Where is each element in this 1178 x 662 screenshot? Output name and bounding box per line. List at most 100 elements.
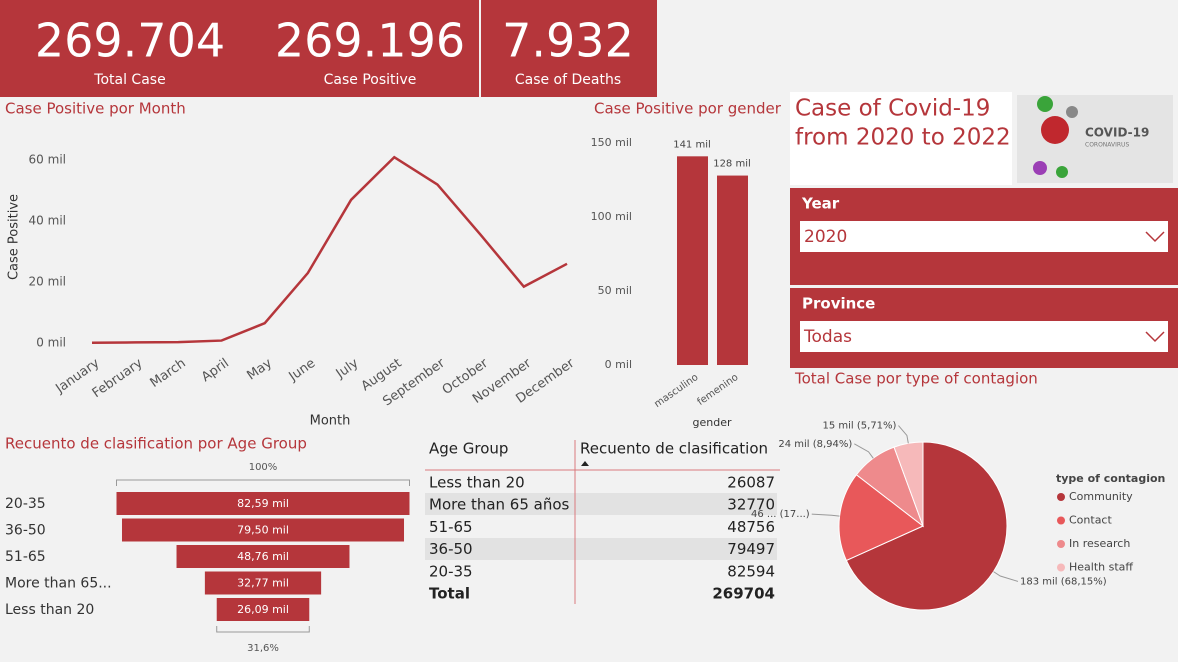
table-header: Age Group — [429, 440, 508, 458]
legend-title: type of contagion — [1056, 472, 1165, 485]
leader-line — [854, 443, 874, 459]
chart-title: Recuento de clasification por Age Group — [5, 435, 307, 453]
table-total: Total — [429, 585, 470, 603]
funnel-bar — [176, 545, 350, 568]
legend-marker — [1057, 540, 1065, 548]
legend-label: Health staff — [1069, 561, 1133, 574]
y-tick-label: 50 mil — [598, 284, 632, 297]
category-label: Less than 20 — [5, 602, 94, 618]
data-label: 26,09 mil — [237, 603, 289, 616]
title: Case of Covid-19 — [795, 96, 990, 122]
category-label: 36-50 — [5, 523, 46, 539]
y-axis-title: Case Positive — [7, 194, 22, 280]
y-tick-label: 0 mil — [36, 336, 66, 350]
chart-title: Total Case por type of contagion — [794, 370, 1038, 388]
chart-title: Case Positive por gender — [594, 100, 782, 118]
pie-slice — [845, 441, 1008, 611]
sort-arrow[interactable] — [581, 461, 589, 466]
y-tick-label: 20 mil — [29, 275, 66, 289]
legend-label: In research — [1069, 537, 1130, 550]
table-cell: 82594 — [727, 562, 775, 580]
funnel-bar — [116, 492, 410, 515]
virus — [1041, 116, 1069, 144]
table-cell: 51-65 — [429, 518, 473, 536]
logo-title: COVID-19 — [1085, 126, 1149, 140]
kpi-label: Total Case — [93, 72, 165, 88]
data-label: 82,59 mil — [237, 497, 289, 510]
data-label: 15 mil (5,71%) — [823, 421, 897, 432]
y-tick-label: 40 mil — [29, 214, 66, 228]
table-header: Recuento de clasification — [580, 440, 768, 458]
virus — [1056, 166, 1068, 178]
legend-marker — [1057, 493, 1065, 501]
dropdown[interactable] — [800, 321, 1168, 352]
kpi-value: 7.932 — [502, 14, 634, 68]
bar — [717, 175, 748, 365]
leader-line — [898, 425, 909, 444]
kpi-label: Case Positive — [324, 72, 417, 88]
table-cell: 48756 — [727, 518, 775, 536]
dropdown-chevron[interactable] — [1145, 231, 1165, 243]
table-cell: More than 65 años — [429, 496, 570, 514]
slicer-value[interactable]: 2020 — [804, 227, 847, 247]
data-label: 46 ... (17...) — [751, 509, 810, 520]
legend-marker — [1057, 516, 1065, 525]
funnel-bar — [121, 518, 405, 542]
dropdown[interactable] — [800, 221, 1168, 252]
line — [91, 155, 568, 344]
funnel-top-label: 100% — [249, 462, 278, 473]
category-label: 51-65 — [5, 549, 46, 565]
y-tick-label: 60 mil — [29, 153, 66, 167]
logo-subtitle: CORONAVIRUS — [1085, 142, 1129, 149]
table-total: 269704 — [712, 585, 775, 603]
dropdown-chevron[interactable] — [1145, 331, 1165, 343]
legend-label: Contact — [1069, 514, 1112, 527]
funnel-bar — [216, 598, 310, 621]
y-tick-label: 100 mil — [591, 210, 632, 223]
x-axis-title: gender — [693, 416, 732, 429]
data-label: 128 mil — [713, 159, 751, 170]
kpi-label: Case of Deaths — [515, 72, 621, 88]
y-tick-label: 0 mil — [605, 358, 632, 371]
data-label: 32,77 mil — [237, 577, 289, 590]
data-label: 79,50 mil — [237, 524, 289, 537]
virus — [1033, 161, 1047, 175]
pie-slice — [893, 441, 924, 527]
legend-label: Community — [1069, 490, 1133, 503]
table-cell: 20-35 — [429, 562, 473, 580]
category-label: 20-35 — [5, 496, 46, 512]
table-cell: 79497 — [727, 540, 775, 558]
category-label: More than 65... — [5, 576, 112, 592]
slicer-value[interactable]: Todas — [803, 327, 852, 347]
virus — [1066, 106, 1078, 118]
table-cell: 26087 — [727, 474, 775, 492]
bar — [677, 156, 708, 365]
bracket — [116, 479, 410, 486]
title: from 2020 to 2022 — [795, 125, 1011, 151]
bracket — [216, 626, 310, 633]
slicer-label: Year — [801, 195, 840, 213]
kpi-value: 269.196 — [275, 14, 465, 68]
logo-virus — [1033, 96, 1078, 178]
virus — [1037, 96, 1053, 112]
x-axis-title: Month — [310, 414, 351, 429]
table-cell: 36-50 — [429, 540, 473, 558]
slicer-label: Province — [802, 295, 875, 313]
leader-line — [993, 571, 1019, 582]
kpi-value: 269.704 — [35, 14, 225, 68]
funnel-bottom-label: 31,6% — [247, 643, 279, 654]
title-panel — [790, 92, 1012, 185]
data-label: 141 mil — [673, 139, 711, 150]
leader-line — [811, 513, 840, 517]
data-label: 183 mil (68,15%) — [1020, 576, 1107, 587]
funnel-bar — [204, 571, 322, 595]
table-stripe — [425, 493, 777, 515]
y-tick-label: 150 mil — [591, 136, 632, 149]
legend-marker — [1057, 563, 1065, 572]
data-label: 48,76 mil — [237, 550, 289, 563]
table-stripe — [425, 538, 777, 560]
kpi-banner — [0, 0, 657, 97]
chart-title: Case Positive por Month — [5, 100, 186, 118]
table-cell: Less than 20 — [429, 474, 525, 492]
